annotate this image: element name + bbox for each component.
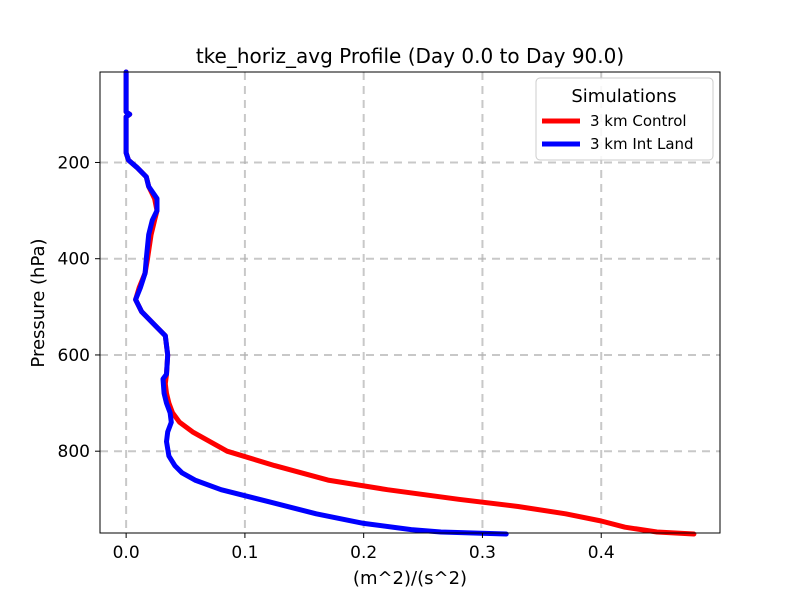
- x-axis: 0.0 0.1 0.2 0.3 0.4: [113, 533, 615, 563]
- series-layer: [123, 69, 697, 537]
- x-tick-label: 0.2: [350, 543, 377, 563]
- y-tick-label: 200: [58, 153, 90, 173]
- x-axis-label: (m^2)/(s^2): [353, 568, 467, 589]
- y-axis-label: Pressure (hPa): [28, 238, 49, 367]
- legend-label-int-land: 3 km Int Land: [590, 135, 694, 153]
- y-tick-label: 600: [58, 346, 90, 366]
- legend-label-control: 3 km Control: [590, 112, 687, 130]
- legend: Simulations 3 km Control 3 km Int Land: [535, 77, 714, 161]
- plot-frame: [99, 71, 721, 534]
- y-tick-label: 400: [58, 250, 90, 270]
- x-tick-label: 0.1: [231, 543, 258, 563]
- x-tick-label: 0.3: [469, 543, 496, 563]
- y-tick-label: 800: [58, 442, 90, 462]
- x-tick-label: 0.0: [113, 543, 140, 563]
- series-line-int-land: [123, 69, 509, 537]
- x-tick-label: 0.4: [588, 543, 615, 563]
- legend-box: [535, 77, 714, 161]
- chart-title: tke_horiz_avg Profile (Day 0.0 to Day 90…: [196, 44, 624, 68]
- legend-title: Simulations: [571, 86, 676, 107]
- y-axis: 200 400 600 800: [58, 153, 100, 462]
